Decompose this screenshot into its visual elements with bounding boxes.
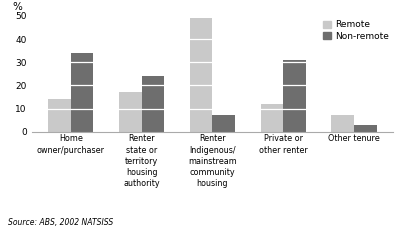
Bar <box>142 76 164 132</box>
Bar <box>190 18 212 132</box>
Y-axis label: %: % <box>12 2 22 12</box>
Bar <box>48 99 71 132</box>
Legend: Remote, Non-remote: Remote, Non-remote <box>323 20 389 41</box>
Text: Source: ABS, 2002 NATSISS: Source: ABS, 2002 NATSISS <box>8 218 113 227</box>
Bar <box>71 53 93 132</box>
Bar <box>331 116 354 132</box>
Bar <box>283 60 306 132</box>
Bar <box>260 104 283 132</box>
Bar <box>212 116 235 132</box>
Bar <box>354 125 377 132</box>
Bar <box>119 92 142 132</box>
